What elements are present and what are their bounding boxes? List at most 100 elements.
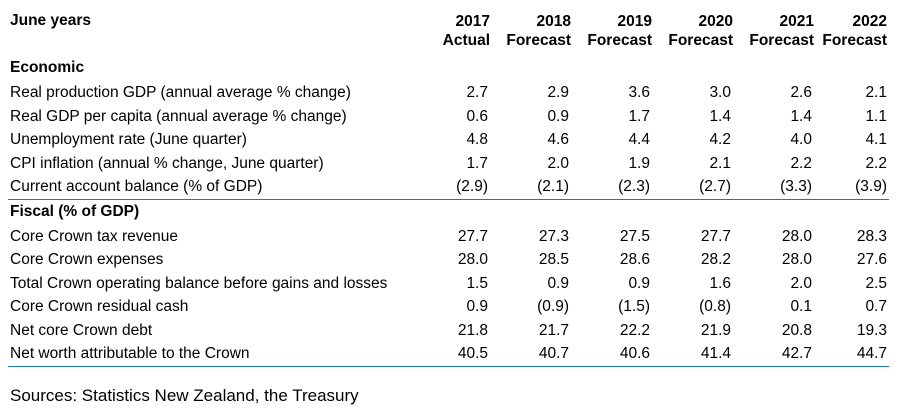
table-cell: 1.1: [865, 107, 887, 125]
table-cell: 2.7: [466, 84, 488, 101]
table-row: Core Crown tax revenue 27.7 27.3 27.5 27.7 28…: [8, 225, 889, 249]
table-cell: 3.6: [628, 84, 650, 101]
table-cell: 4.0: [790, 131, 812, 148]
table-cell: 3.0: [709, 84, 731, 101]
row-label: CPI inflation (annual % change, June qua…: [10, 154, 324, 172]
section-divider: [8, 198, 889, 200]
table-cell: 20.8: [781, 321, 812, 339]
table-cell: 27.7: [700, 227, 731, 245]
table-cell: 4.8: [466, 131, 488, 148]
table-cell: 28.2: [700, 251, 731, 268]
stub-header: June years: [10, 12, 91, 29]
table-header: June years 2017 Actual 2018 Forecast 2019 F…: [8, 0, 889, 56]
table-cell: (2.9): [456, 178, 488, 195]
table-cell: 0.7: [865, 298, 887, 315]
table-cell: 2.9: [547, 84, 569, 101]
row-label: Core Crown tax revenue: [10, 227, 178, 245]
table-cell: 4.2: [709, 131, 731, 148]
table-cell: 0.6: [466, 107, 488, 125]
table-cell: 22.2: [619, 321, 650, 339]
table-cell: 1.6: [709, 274, 731, 292]
table-cell: 28.0: [457, 251, 488, 268]
table-cell: 27.6: [856, 251, 887, 268]
table-cell: 40.6: [619, 345, 650, 362]
table-cell: 1.4: [790, 107, 812, 125]
table-cell: 19.3: [856, 321, 887, 339]
table-cell: 2.1: [709, 154, 731, 172]
table-cell: 0.9: [547, 107, 569, 125]
table-cell: 28.0: [781, 251, 812, 268]
economic-fiscal-table: June years 2017 Actual 2018 Forecast 2019 F…: [8, 0, 889, 367]
row-label: Core Crown residual cash: [10, 298, 189, 315]
row-label: Current account balance (% of GDP): [10, 178, 263, 195]
table-cell: 21.7: [538, 321, 569, 339]
table-cell: 27.5: [619, 227, 650, 245]
table-cell: 44.7: [856, 345, 887, 362]
column-header: 2021 Forecast: [749, 13, 814, 49]
table-cell: 40.7: [538, 345, 569, 362]
table-cell: 2.0: [790, 274, 812, 292]
column-header: 2020 Forecast: [668, 13, 733, 49]
row-label: Real production GDP (annual average % ch…: [10, 84, 351, 101]
table-cell: 41.4: [700, 345, 731, 362]
table-cell: (2.3): [618, 178, 650, 195]
table-row: CPI inflation (annual % change, June qua…: [8, 152, 889, 176]
table-cell: 2.5: [865, 274, 887, 292]
section-title: Economic: [10, 59, 85, 76]
column-header: 2018 Forecast: [506, 13, 571, 49]
table-cell: 4.4: [628, 131, 650, 148]
table-cell: 0.9: [547, 274, 569, 292]
column-header: 2019 Forecast: [587, 13, 652, 49]
table-cell: 2.2: [865, 154, 887, 172]
table-cell: 4.6: [547, 131, 569, 148]
table-body: Economic Real production GDP (annual aver…: [8, 56, 889, 367]
table-cell: 21.8: [457, 321, 488, 339]
table-cell: 0.9: [466, 298, 488, 315]
column-header: 2022 Forecast: [822, 13, 887, 49]
table-cell: 1.7: [628, 107, 650, 125]
section-heading: Economic: [8, 56, 889, 81]
row-label: Net core Crown debt: [10, 321, 153, 339]
table-cell: 1.4: [709, 107, 731, 125]
section-divider: [8, 365, 889, 367]
table-cell: 0.9: [628, 274, 650, 292]
table-cell: (2.7): [699, 178, 731, 195]
table-cell: (0.8): [699, 298, 731, 315]
table-cell: 2.6: [790, 84, 812, 101]
table-cell: 27.7: [457, 227, 488, 245]
table-cell: 1.5: [466, 274, 488, 292]
table-cell: 21.9: [700, 321, 731, 339]
table-cell: 2.1: [865, 84, 887, 101]
table-cell: 27.3: [538, 227, 569, 245]
row-label: Net worth attributable to the Crown: [10, 345, 250, 362]
row-label: Real GDP per capita (annual average % ch…: [10, 107, 347, 125]
table-row: Real production GDP (annual average % ch…: [8, 81, 889, 105]
row-label: Total Crown operating balance before gai…: [10, 274, 388, 292]
table-row: Current account balance (% of GDP) (2.9) (…: [8, 175, 889, 199]
table-cell: 2.0: [547, 154, 569, 172]
table-cell: 28.6: [619, 251, 650, 268]
table-row: Net core Crown debt 21.8 21.7 22.2 21.9 20.8 1…: [8, 319, 889, 343]
table-cell: (2.1): [537, 178, 569, 195]
source-note: Sources: Statistics New Zealand, the Tre…: [10, 386, 359, 405]
table-cell: 42.7: [781, 345, 812, 362]
table-cell: 4.1: [865, 131, 887, 148]
table-cell: 28.3: [856, 227, 887, 245]
row-label: Unemployment rate (June quarter): [10, 131, 247, 148]
row-label: Core Crown expenses: [10, 251, 164, 268]
table-cell: (3.3): [780, 178, 812, 195]
table-cell: 0.1: [790, 298, 812, 315]
table-row: Net worth attributable to the Crown 40.5 4…: [8, 342, 889, 366]
table-cell: 1.7: [466, 154, 488, 172]
table-row: Unemployment rate (June quarter) 4.8 4.6 4.…: [8, 128, 889, 152]
table-row: Core Crown expenses 28.0 28.5 28.6 28.2 28.0 2…: [8, 248, 889, 272]
table-row: Real GDP per capita (annual average % ch…: [8, 105, 889, 129]
column-header: 2017 Actual: [442, 13, 490, 49]
section-heading: Fiscal (% of GDP): [8, 200, 889, 225]
table-cell: 28.0: [781, 227, 812, 245]
table-cell: (1.5): [618, 298, 650, 315]
table-cell: (3.9): [855, 178, 887, 195]
table-cell: 40.5: [457, 345, 488, 362]
table-cell: 28.5: [538, 251, 569, 268]
section-title: Fiscal (% of GDP): [10, 202, 140, 220]
